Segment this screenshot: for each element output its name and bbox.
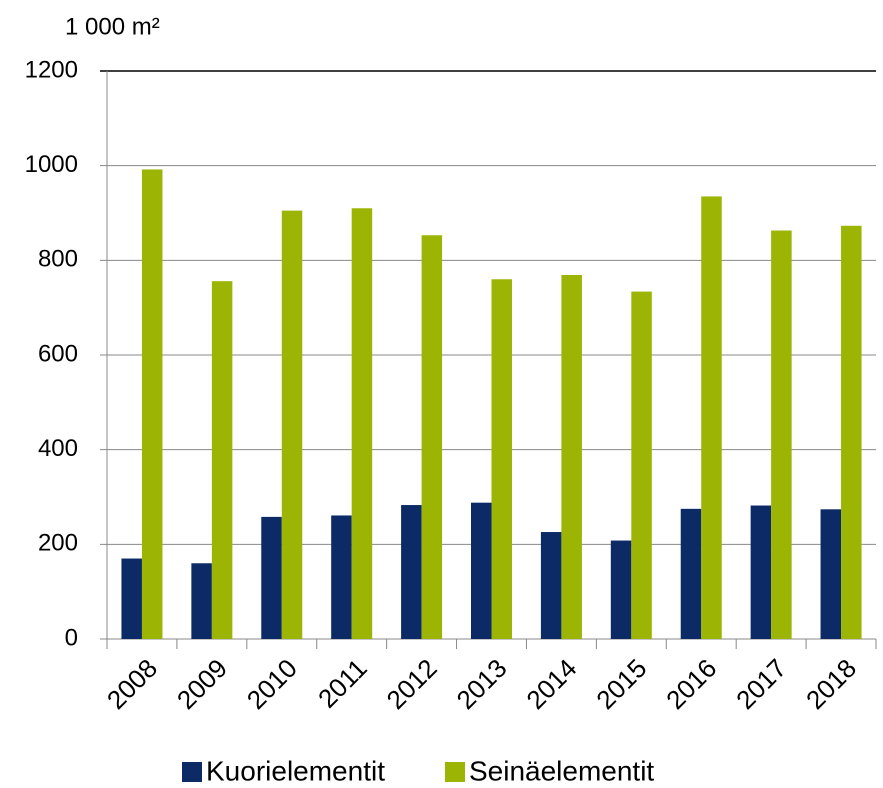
y-tick-label: 1200	[25, 56, 78, 83]
y-tick-label: 600	[38, 340, 78, 367]
bar	[820, 509, 842, 639]
bar	[351, 208, 373, 639]
y-tick-label: 200	[38, 530, 78, 557]
bar	[331, 515, 352, 639]
legend-label: Kuorielementit	[206, 755, 385, 786]
bar	[771, 230, 792, 639]
bar	[491, 279, 512, 639]
bar	[540, 532, 562, 639]
bar	[421, 235, 443, 639]
bar	[750, 505, 772, 639]
x-tick-label: 2011	[312, 653, 373, 714]
bar	[631, 291, 652, 639]
legend-swatch	[182, 762, 202, 782]
bar	[610, 540, 632, 639]
x-tick-label: 2016	[660, 653, 722, 715]
x-tick-label: 2018	[800, 653, 862, 715]
bar	[141, 169, 163, 639]
x-tick-label: 2014	[520, 653, 582, 715]
x-tick-label: 2017	[730, 653, 792, 715]
legend-swatch	[444, 762, 465, 782]
bar	[261, 516, 282, 639]
bar	[701, 196, 722, 639]
x-tick-label: 2012	[381, 653, 443, 715]
x-tick-label: 2013	[450, 653, 512, 715]
y-tick-label: 0	[65, 624, 78, 651]
y-tick-label: 400	[38, 435, 78, 462]
x-tick-label: 2008	[101, 653, 163, 715]
bar	[841, 225, 862, 639]
bar	[211, 281, 233, 639]
bar	[191, 563, 212, 639]
bar	[680, 508, 702, 639]
y-tick-label: 1000	[25, 151, 78, 178]
x-tick-label: 2010	[241, 653, 303, 715]
bar	[561, 275, 582, 639]
x-tick-label: 2015	[590, 653, 652, 715]
x-tick-label: 2009	[171, 653, 233, 715]
bar	[401, 505, 422, 639]
bar	[121, 558, 142, 639]
bar	[471, 502, 492, 639]
legend-label: Seinäelementit	[469, 755, 654, 786]
y-tick-label: 800	[38, 246, 78, 273]
y-axis-label: 1 000 m²	[65, 13, 160, 40]
bar	[281, 210, 303, 639]
